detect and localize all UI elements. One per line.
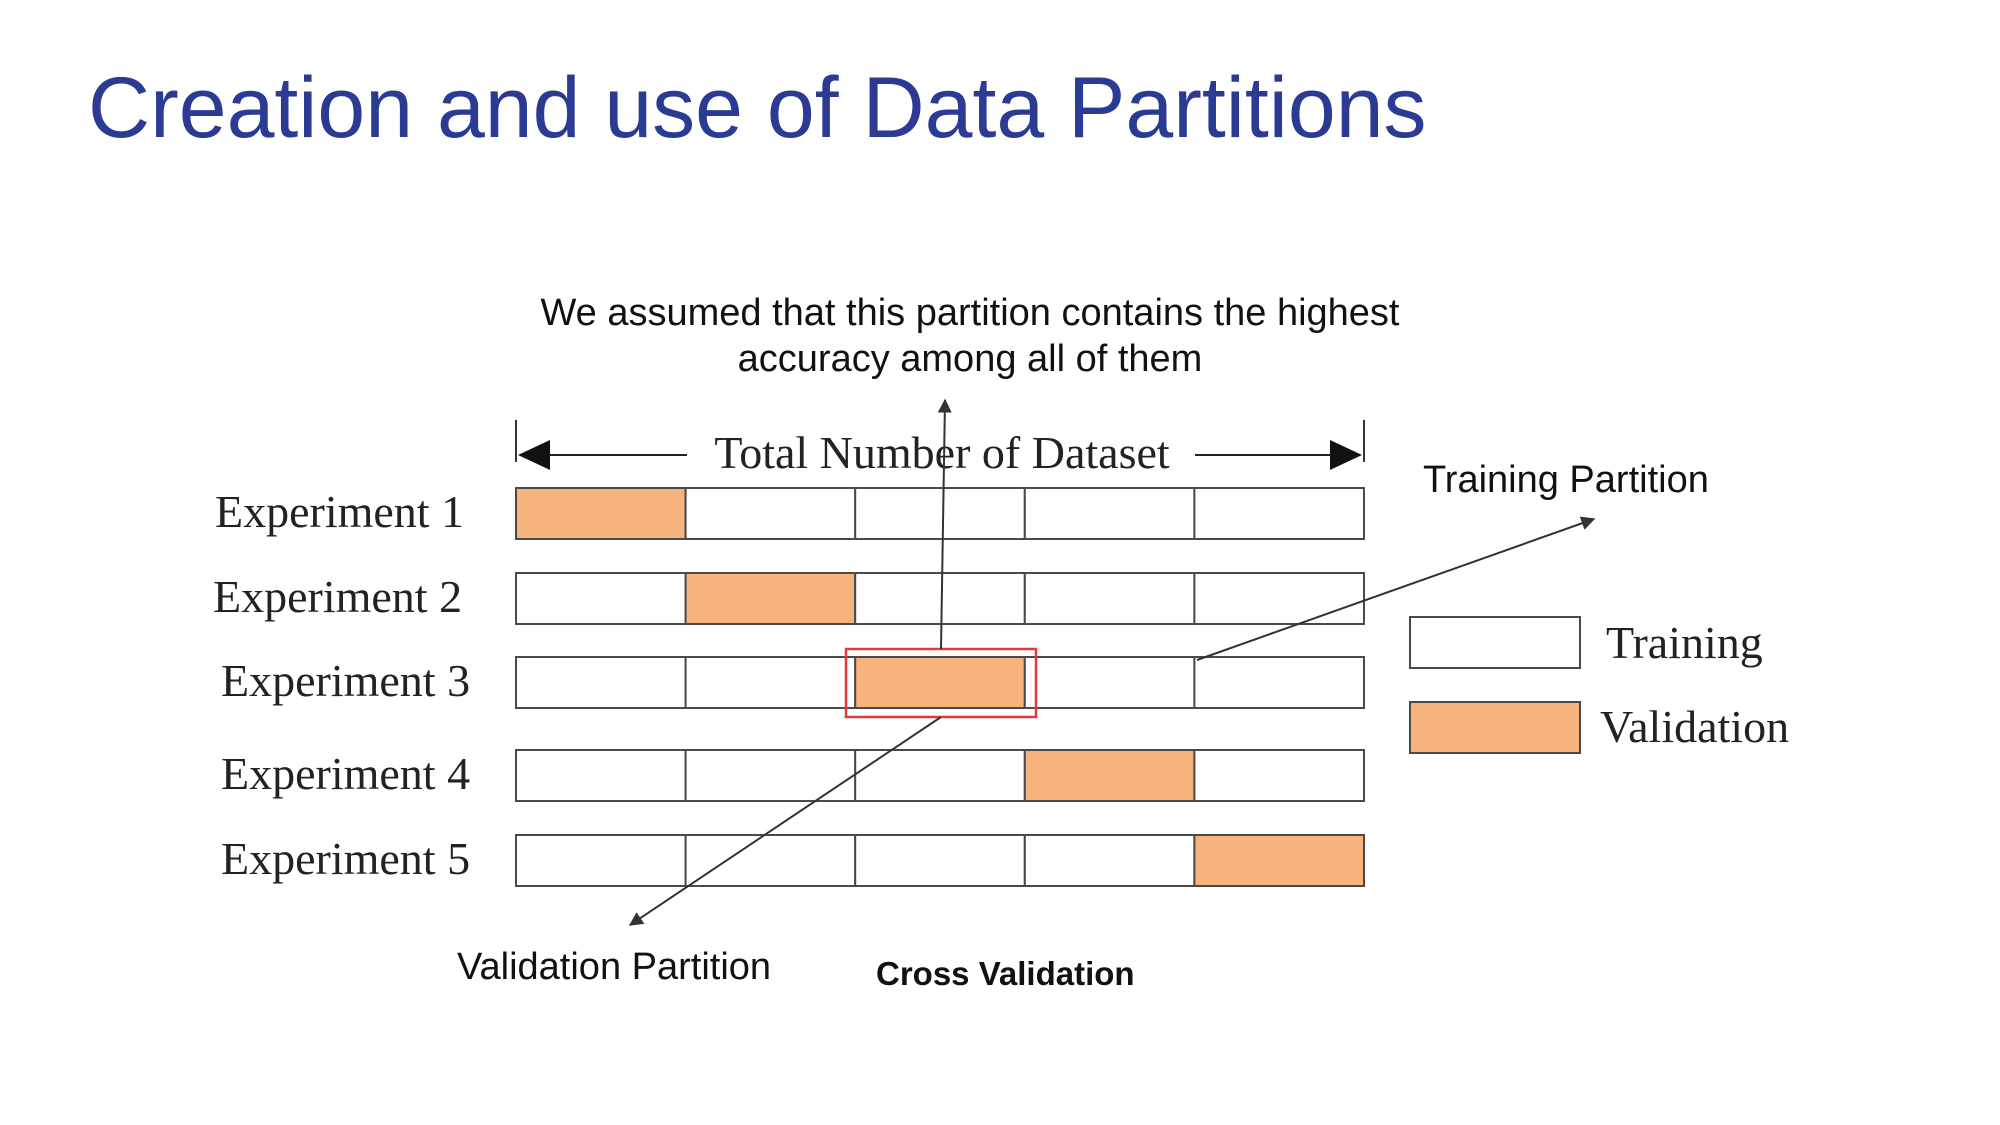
- top-annotation-line1: We assumed that this partition contains …: [540, 292, 1400, 334]
- experiment-label: Experiment 5: [221, 833, 470, 884]
- experiment-label: Experiment 1: [215, 486, 464, 537]
- top-note-arrow: [937, 398, 952, 650]
- training-fold-cell: [1193, 487, 1366, 540]
- training-fold-cell: [515, 656, 687, 709]
- experiment-rows: Experiment 1 Experiment 2 Experiment 3 Expe…: [213, 486, 1366, 887]
- training-fold-cell: [854, 487, 1026, 540]
- training-fold-cell: [1023, 487, 1196, 540]
- training-fold-cell: [1023, 656, 1196, 709]
- training-fold-cell: [684, 749, 857, 802]
- training-fold-cell: [1193, 656, 1366, 709]
- training-fold-cell: [854, 834, 1026, 887]
- training-fold-cell: [515, 749, 687, 802]
- slide-title: Creation and use of Data Partitions: [88, 60, 1427, 156]
- training-fold-cell: [1023, 834, 1196, 887]
- validation-fold-cell: [1023, 749, 1196, 802]
- legend-validation-swatch: [1409, 701, 1581, 754]
- top-annotation: We assumed that this partition contains …: [440, 290, 1500, 382]
- legend-training-swatch: [1409, 616, 1581, 669]
- dataset-span: Total Number of Dataset: [515, 420, 1365, 478]
- experiment-label: Experiment 3: [221, 655, 470, 706]
- right-arrowhead-icon: [1330, 440, 1362, 470]
- experiment-label: Experiment 2: [213, 571, 462, 622]
- validation-fold-cell: [684, 572, 857, 625]
- training-fold-cell: [684, 656, 857, 709]
- training-partition-arrow: [1196, 516, 1596, 661]
- validation-fold-cell: [515, 487, 687, 540]
- dataset-header-label: Total Number of Dataset: [714, 427, 1170, 478]
- training-fold-cell: [1023, 572, 1196, 625]
- training-fold-cell: [515, 834, 687, 887]
- left-arrowhead-icon: [518, 440, 550, 470]
- legend-training-label: Training: [1606, 617, 1763, 668]
- validation-partition-label: Validation Partition: [457, 946, 772, 988]
- training-fold-cell: [854, 749, 1026, 802]
- training-fold-cell: [854, 572, 1026, 625]
- training-fold-cell: [684, 834, 857, 887]
- cross-validation-caption: Cross Validation: [876, 955, 1135, 992]
- legend-validation-label: Validation: [1600, 701, 1789, 752]
- training-fold-cell: [515, 572, 687, 625]
- experiment-label: Experiment 4: [221, 748, 470, 799]
- validation-partition-arrow: [628, 716, 942, 926]
- training-fold-cell: [684, 487, 857, 540]
- training-fold-cell: [1193, 572, 1366, 625]
- validation-fold-cell: [854, 656, 1026, 709]
- top-annotation-line2: accuracy among all of them: [737, 338, 1203, 380]
- validation-fold-cell: [1193, 834, 1366, 887]
- training-partition-label: Training Partition: [1423, 459, 1709, 501]
- legend: Training Validation: [1409, 616, 1789, 754]
- training-fold-cell: [1193, 749, 1366, 802]
